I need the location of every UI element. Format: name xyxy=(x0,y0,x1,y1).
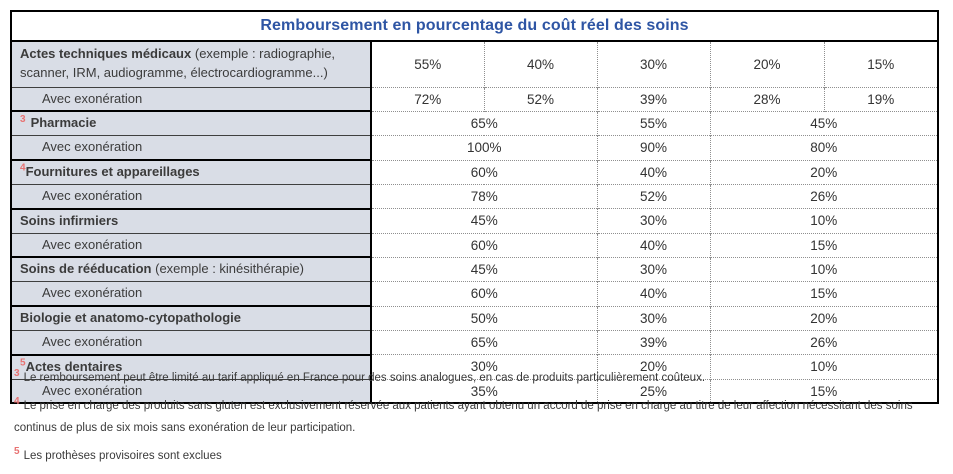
value-cell: 30% xyxy=(596,40,710,87)
table-row-actes-techniques: Actes techniques médicaux (exemple : rad… xyxy=(11,40,939,87)
table-row-fournitures: 4Fournitures et appareillages 60% 40% 20… xyxy=(11,159,939,185)
footnote-4-text: Le prise en charge des produits sans glu… xyxy=(14,400,913,434)
value-cell: 40% xyxy=(596,232,710,258)
value-cell: 65% xyxy=(370,110,597,136)
value-cell: 40% xyxy=(483,40,597,87)
category-name: Pharmacie xyxy=(30,115,97,131)
value-cell: 10% xyxy=(709,208,939,234)
value-cell: 100% xyxy=(370,135,597,161)
value-cell: 45% xyxy=(709,110,939,136)
value-cell: 15% xyxy=(709,232,939,258)
value-cell: 55% xyxy=(596,110,710,136)
footnote-ref-5: 5 xyxy=(20,357,26,369)
category-label: Actes techniques médicaux (exemple : rad… xyxy=(11,40,372,87)
table-row-exoneration: Avec exonération 35% 25% 15% xyxy=(11,378,939,404)
value-cell: 28% xyxy=(709,86,824,112)
value-cell: 20% xyxy=(709,40,824,87)
value-cell: 30% xyxy=(370,354,597,380)
value-cell: 30% xyxy=(596,305,710,331)
value-cell: 20% xyxy=(709,159,939,185)
exoneration-label: Avec exonération xyxy=(11,378,372,404)
footnote-4-marker: 4 xyxy=(14,396,20,408)
category-label: 4Fournitures et appareillages xyxy=(11,159,372,185)
footnote-3-text: Le remboursement peut être limité au tar… xyxy=(23,372,706,384)
exoneration-label: Avec exonération xyxy=(11,183,372,209)
value-cell: 45% xyxy=(370,208,597,234)
value-cell: 25% xyxy=(596,378,710,404)
category-name: Actes techniques médicaux xyxy=(20,46,192,62)
table-row-exoneration: Avec exonération 60% 40% 15% xyxy=(11,232,939,258)
value-cell: 60% xyxy=(370,281,597,307)
footnote-3: 3 Le remboursement peut être limité au ta… xyxy=(14,368,946,389)
category-note: (exemple : kinésithérapie) xyxy=(155,261,304,277)
value-cell: 10% xyxy=(709,354,939,380)
value-cell: 60% xyxy=(370,232,597,258)
category-name: Biologie et anatomo-cytopathologie xyxy=(20,310,242,326)
category-name: Fournitures et appareillages xyxy=(25,164,200,180)
footnote-5-text: Les prothèses provisoires sont exclues xyxy=(23,449,222,462)
footnote-4: 4 Le prise en charge des produits sans gl… xyxy=(14,396,946,439)
category-name: Soins infirmiers xyxy=(20,212,119,228)
value-cell: 15% xyxy=(709,281,939,307)
table-row-exoneration: Avec exonération 100% 90% 80% xyxy=(11,135,939,161)
table-row-biologie: Biologie et anatomo-cytopathologie 50% 3… xyxy=(11,305,939,331)
value-cell: 15% xyxy=(709,378,939,404)
category-label: Biologie et anatomo-cytopathologie xyxy=(11,305,372,331)
category-name: Soins de rééducation xyxy=(20,261,152,277)
value-cell: 35% xyxy=(370,378,597,404)
value-cell: 55% xyxy=(370,40,484,87)
footnote-ref-4: 4 xyxy=(20,162,26,174)
value-cell: 30% xyxy=(596,256,710,282)
category-name: Actes dentaires xyxy=(25,358,123,374)
table-row-actes-dentaires: 5Actes dentaires 30% 20% 10% xyxy=(11,353,939,380)
value-cell: 60% xyxy=(370,159,597,185)
exoneration-label: Avec exonération xyxy=(11,232,372,258)
value-cell: 20% xyxy=(596,354,710,380)
value-cell: 26% xyxy=(709,183,939,209)
category-label: 3 Pharmacie xyxy=(11,110,372,136)
value-cell: 45% xyxy=(370,256,597,282)
table-title: Remboursement en pourcentage du coût rée… xyxy=(11,11,939,42)
table-row-exoneration: Avec exonération 60% 40% 15% xyxy=(11,281,939,307)
footnotes: 3 Le remboursement peut être limité au ta… xyxy=(14,368,946,474)
footnote-ref-3: 3 xyxy=(20,114,26,126)
value-cell: 20% xyxy=(709,305,939,331)
value-cell: 50% xyxy=(370,305,597,331)
value-cell: 10% xyxy=(709,256,939,282)
value-cell: 40% xyxy=(596,159,710,185)
value-cell: 15% xyxy=(823,40,939,87)
value-cell: 26% xyxy=(709,329,939,355)
value-cell: 30% xyxy=(596,208,710,234)
category-note: (exemple : radiographie, scanner, IRM, a… xyxy=(20,46,336,81)
category-label: 5Actes dentaires xyxy=(11,353,372,380)
footnote-5-marker: 5 xyxy=(14,445,20,457)
value-cell: 72% xyxy=(370,86,484,112)
value-cell: 65% xyxy=(370,329,597,355)
table-row-exoneration: Avec exonération 72% 52% 39% 28% 19% xyxy=(11,86,939,112)
value-cell: 52% xyxy=(596,183,710,209)
value-cell: 80% xyxy=(709,135,939,161)
value-cell: 39% xyxy=(596,86,710,112)
table-row-exoneration: Avec exonération 65% 39% 26% xyxy=(11,329,939,355)
table-row-pharmacie: 3 Pharmacie 65% 55% 45% xyxy=(11,110,939,136)
exoneration-label: Avec exonération xyxy=(11,281,372,307)
table-row-exoneration: Avec exonération 78% 52% 26% xyxy=(11,183,939,209)
footnote-5: 5 Les prothèses provisoires sont exclues xyxy=(14,446,946,467)
exoneration-label: Avec exonération xyxy=(11,329,372,355)
reimbursement-table: Remboursement en pourcentage du coût rée… xyxy=(10,10,940,405)
footnote-3-marker: 3 xyxy=(14,368,20,380)
value-cell: 39% xyxy=(596,329,710,355)
value-cell: 78% xyxy=(370,183,597,209)
category-label: Soins de rééducation (exemple : kinésith… xyxy=(11,256,372,282)
exoneration-label: Avec exonération xyxy=(11,135,372,161)
category-label: Soins infirmiers xyxy=(11,207,372,234)
value-cell: 40% xyxy=(596,281,710,307)
value-cell: 90% xyxy=(596,135,710,161)
value-cell: 19% xyxy=(823,86,939,112)
table-header-row: Remboursement en pourcentage du coût rée… xyxy=(11,11,939,42)
value-cell: 52% xyxy=(483,86,597,112)
table-row-soins-infirmiers: Soins infirmiers 45% 30% 10% xyxy=(11,207,939,234)
table-row-soins-reeducation: Soins de rééducation (exemple : kinésith… xyxy=(11,256,939,282)
exoneration-label: Avec exonération xyxy=(11,86,372,112)
